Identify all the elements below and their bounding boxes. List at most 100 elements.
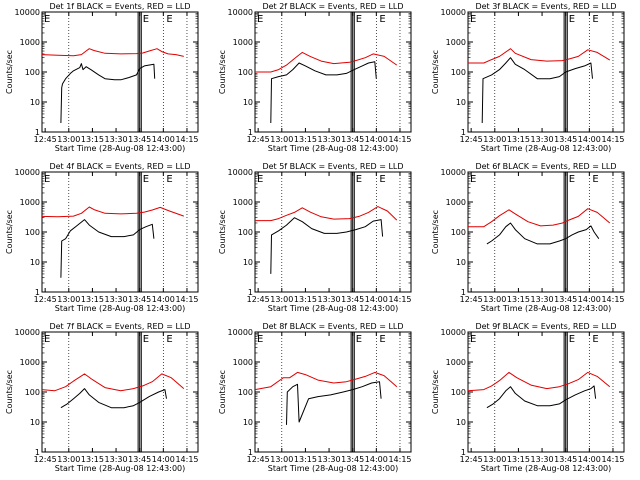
x-tick-label: 12:45 [460, 455, 483, 464]
x-axis-label: Start Time (28-Aug-08 12:43:00) [481, 464, 612, 473]
x-tick-label: 14:00 [152, 135, 175, 144]
series-line-events [286, 381, 382, 425]
y-tick-label: 1 [248, 448, 253, 457]
x-tick-label: 13:15 [294, 135, 317, 144]
y-tick-label: 100 [238, 388, 253, 397]
x-tick-label: 14:15 [388, 135, 411, 144]
x-tick-label: 13:15 [81, 295, 104, 304]
event-marker: E [166, 334, 172, 345]
event-marker: E [143, 334, 149, 345]
x-tick-label: 13:00 [483, 295, 506, 304]
y-tick-label: 100 [451, 388, 466, 397]
x-tick-label: 13:45 [554, 135, 577, 144]
series-line-lld [41, 206, 184, 218]
y-tick-label: 10 [456, 258, 466, 267]
panel-4: Det 4f BLACK = Events, RED = LLD E E E 1 10 10… [5, 162, 199, 313]
y-tick-label: 1000 [20, 198, 40, 207]
x-tick-label: 13:00 [57, 455, 80, 464]
series-line-events [60, 63, 156, 124]
y-tick-label: 10 [243, 98, 253, 107]
event-marker: E [470, 174, 476, 185]
y-axis-label: Counts/sec [218, 370, 227, 414]
plot-frame [254, 11, 412, 133]
panel-title: Det 8f BLACK = Events, RED = LLD [262, 322, 403, 331]
plot-frame [41, 11, 199, 133]
x-axis-label: Start Time (28-Aug-08 12:43:00) [55, 304, 186, 313]
x-axis-label: Start Time (28-Aug-08 12:43:00) [481, 304, 612, 313]
panel-6: Det 6f BLACK = Events, RED = LLD E E E 1 10 10… [431, 162, 625, 313]
panel-title: Det 6f BLACK = Events, RED = LLD [475, 162, 616, 171]
x-tick-label: 13:45 [341, 295, 364, 304]
x-tick-label: 14:00 [578, 455, 601, 464]
y-tick-label: 1000 [20, 358, 40, 367]
x-tick-label: 13:00 [270, 135, 293, 144]
x-tick-label: 13:15 [507, 295, 530, 304]
x-tick-label: 14:00 [365, 295, 388, 304]
panel-title: Det 5f BLACK = Events, RED = LLD [262, 162, 403, 171]
y-axis-label: Counts/sec [431, 210, 440, 254]
x-axis-label: Start Time (28-Aug-08 12:43:00) [268, 304, 399, 313]
panel-9: Det 9f BLACK = Events, RED = LLD E E E 1 10 10… [431, 322, 625, 473]
y-tick-label: 1000 [446, 38, 466, 47]
event-marker: E [470, 334, 476, 345]
y-tick-label: 10000 [228, 8, 253, 17]
x-tick-label: 14:15 [175, 295, 198, 304]
y-axis-label: Counts/sec [431, 370, 440, 414]
series-line-events [486, 385, 597, 409]
event-marker: E [379, 334, 385, 345]
x-tick-label: 13:30 [105, 295, 128, 304]
panel-title: Det 4f BLACK = Events, RED = LLD [49, 162, 190, 171]
x-tick-label: 13:30 [318, 295, 341, 304]
event-marker: E [356, 14, 362, 25]
x-tick-label: 14:00 [578, 295, 601, 304]
x-tick-label: 14:15 [388, 455, 411, 464]
y-tick-label: 10 [30, 258, 40, 267]
event-marker: E [257, 334, 263, 345]
x-axis-label: Start Time (28-Aug-08 12:43:00) [55, 464, 186, 473]
event-marker: E [569, 334, 575, 345]
panel-7: Det 7f BLACK = Events, RED = LLD E E E 1 10 10… [5, 322, 199, 473]
x-tick-label: 13:30 [105, 135, 128, 144]
x-tick-label: 13:30 [105, 455, 128, 464]
panel-title: Det 1f BLACK = Events, RED = LLD [49, 2, 190, 11]
event-marker: E [470, 14, 476, 25]
x-axis-label: Start Time (28-Aug-08 12:43:00) [268, 464, 399, 473]
plot-frame [467, 11, 625, 133]
y-tick-label: 1000 [233, 198, 253, 207]
y-tick-label: 1000 [233, 38, 253, 47]
event-marker: E [257, 14, 263, 25]
y-tick-label: 100 [25, 388, 40, 397]
x-tick-label: 12:45 [34, 295, 57, 304]
y-tick-label: 10000 [441, 8, 466, 17]
x-tick-label: 14:15 [175, 135, 198, 144]
x-tick-label: 12:45 [247, 135, 270, 144]
series-line-events [270, 61, 377, 124]
y-tick-label: 1000 [446, 198, 466, 207]
y-axis-label: Counts/sec [5, 210, 14, 254]
y-tick-label: 10000 [228, 328, 253, 337]
plot-frame [254, 331, 412, 453]
x-tick-label: 13:45 [341, 455, 364, 464]
x-tick-label: 14:00 [152, 455, 175, 464]
event-marker: E [356, 174, 362, 185]
x-tick-label: 12:45 [247, 455, 270, 464]
x-tick-label: 12:45 [34, 135, 57, 144]
panel-title: Det 3f BLACK = Events, RED = LLD [475, 2, 616, 11]
x-tick-label: 13:15 [507, 455, 530, 464]
y-tick-label: 10000 [15, 8, 40, 17]
x-tick-label: 13:00 [57, 295, 80, 304]
panel-2: Det 2f BLACK = Events, RED = LLD E E E 1 10 10… [218, 2, 412, 153]
y-tick-label: 100 [238, 68, 253, 77]
event-marker: E [257, 174, 263, 185]
event-marker: E [379, 174, 385, 185]
x-tick-label: 14:00 [152, 295, 175, 304]
x-tick-label: 14:00 [365, 135, 388, 144]
panel-3: Det 3f BLACK = Events, RED = LLD E E E 1 10 10… [431, 2, 625, 153]
x-tick-label: 13:45 [554, 295, 577, 304]
y-tick-label: 100 [25, 68, 40, 77]
series-line-lld [468, 208, 611, 228]
panel-title: Det 2f BLACK = Events, RED = LLD [262, 2, 403, 11]
y-axis-label: Counts/sec [218, 210, 227, 254]
y-tick-label: 1 [461, 448, 466, 457]
